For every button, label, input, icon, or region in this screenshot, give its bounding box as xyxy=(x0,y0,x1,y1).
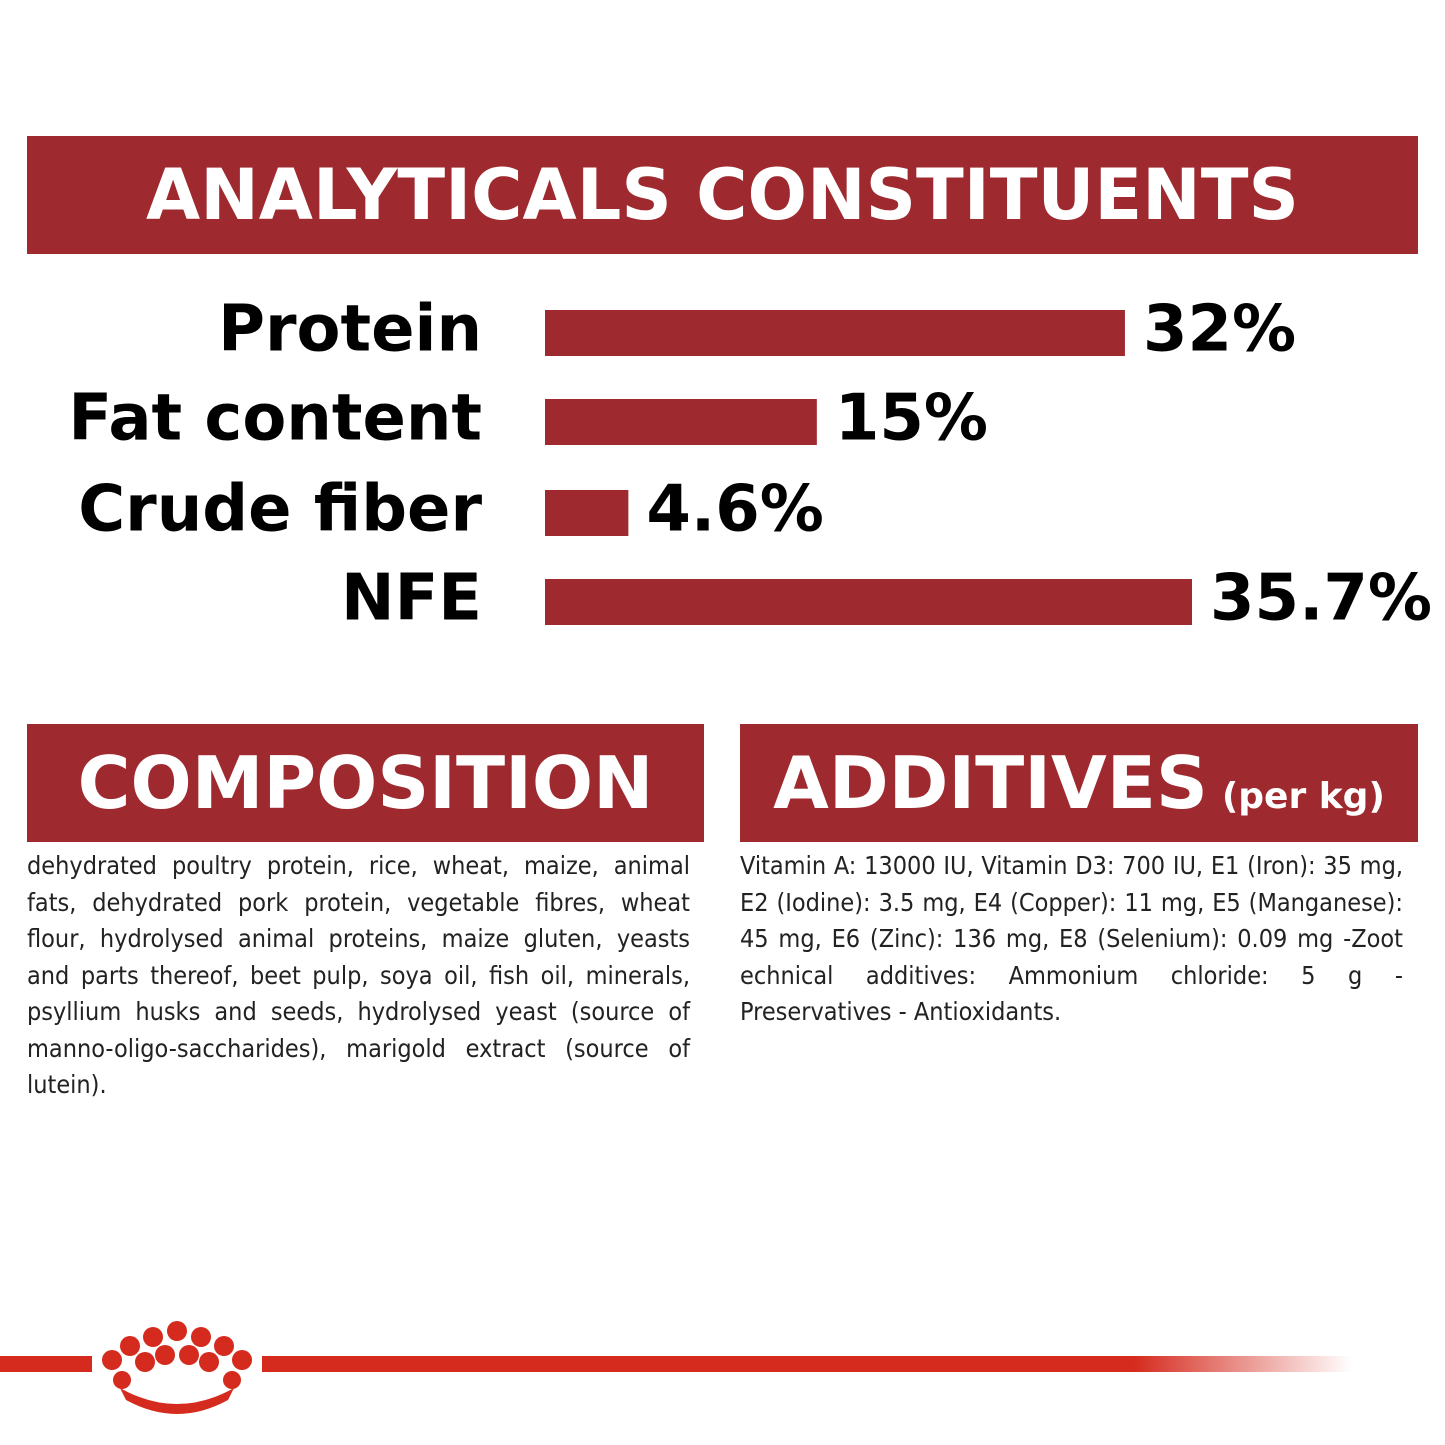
value-label: 32% xyxy=(1143,293,1296,367)
value-label: 4.6% xyxy=(646,473,824,547)
composition-band: COMPOSITION xyxy=(27,724,704,842)
rule-right xyxy=(262,1356,1352,1372)
value-label: 35.7% xyxy=(1210,562,1432,636)
logo xyxy=(0,1321,1352,1414)
bar xyxy=(545,310,1125,356)
rule-left xyxy=(0,1356,92,1372)
header-band: ANALYTICALS CONSTITUENTS xyxy=(27,136,1418,254)
category-label: NFE xyxy=(341,562,482,636)
value-label: 15% xyxy=(835,382,988,456)
composition-text: dehydrated poultry protein, rice, wheat,… xyxy=(27,851,690,1099)
category-label: Crude fiber xyxy=(78,473,482,547)
composition-title: COMPOSITION xyxy=(77,741,654,825)
category-label: Protein xyxy=(218,293,482,367)
additives-title: ADDITIVES xyxy=(773,741,1208,825)
crown xyxy=(102,1321,252,1414)
bars: Protein 32% Fat content 15% Crude fiber 4.6% N… xyxy=(68,293,1432,636)
category-label: Fat content xyxy=(68,382,482,456)
additives-text: Vitamin A: 13000 IU, Vitamin D3: 700 IU,… xyxy=(740,851,1403,1026)
bar xyxy=(545,579,1192,625)
header-title: ANALYTICALS CONSTITUENTS xyxy=(146,154,1299,236)
additives-band: ADDITIVES (per kg) xyxy=(740,724,1418,842)
bar xyxy=(545,490,629,536)
additives-unit: (per kg) xyxy=(1221,775,1385,817)
bar xyxy=(545,399,817,445)
